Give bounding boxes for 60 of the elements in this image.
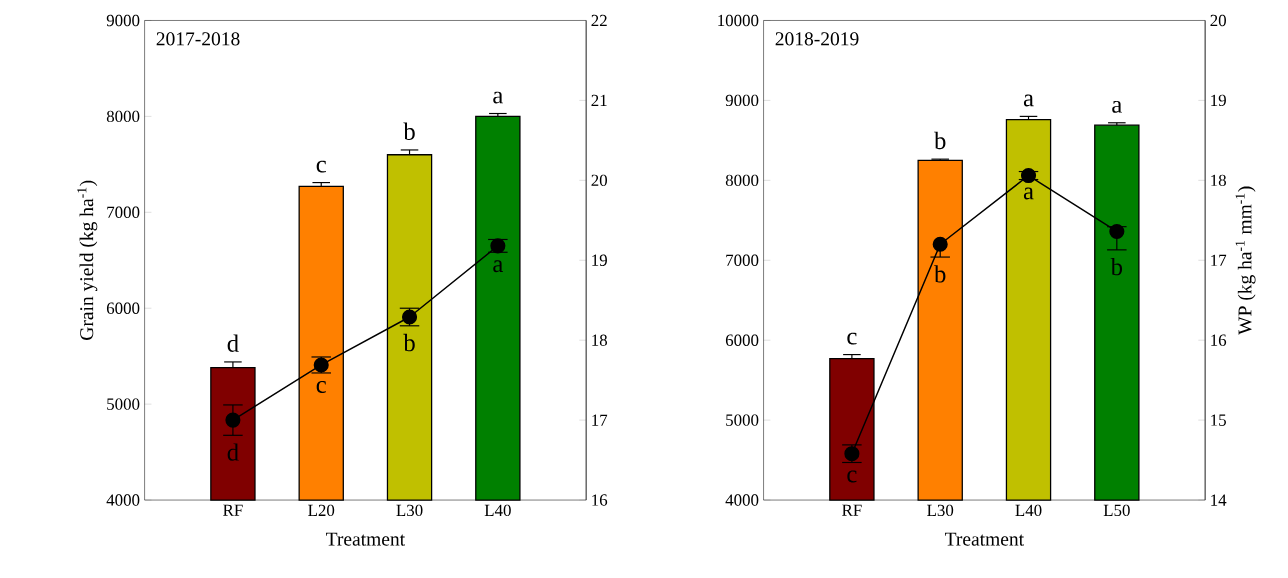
x-axis-title: Treatment [326, 532, 405, 546]
x-tick-label: L20 [308, 504, 335, 517]
x-axis-title: Treatment [945, 532, 1024, 546]
annotation: b [934, 265, 946, 283]
annotation: a [493, 91, 503, 104]
annotation: b [403, 122, 415, 140]
annotation: d [227, 443, 239, 461]
y-tick-label: 5000 [107, 398, 140, 410]
annotation: b [1110, 257, 1123, 276]
chart-title: 2017-2018 [156, 32, 240, 46]
annotation: c [316, 381, 326, 393]
y-tick-label: 6000 [106, 302, 140, 314]
y-tick-label: 5000 [726, 414, 759, 426]
y2-axis-title: WP (kg ha$^{-1}$ mm$^{-1}$) [1235, 186, 1256, 335]
y2-tick-label: 16 [592, 494, 608, 506]
annotation: b [403, 333, 415, 352]
x-tick-label: RF [223, 504, 243, 516]
x-tick-label: L50 [1103, 504, 1130, 517]
y-tick-label: 10000 [718, 14, 759, 27]
annotation: c [847, 470, 857, 483]
y2-tick-label: 17 [592, 414, 608, 426]
y-tick-label: 6000 [725, 334, 759, 346]
y2-tick-label: 18 [592, 334, 608, 346]
x-tick-label: L40 [1015, 504, 1042, 517]
y-tick-label: 8000 [106, 110, 140, 123]
x-tick-label: L40 [484, 504, 511, 517]
y2-tick-label: 20 [591, 174, 608, 187]
annotation: b [934, 131, 946, 150]
y2-tick-label: 22 [591, 14, 607, 27]
x-tick-label: RF [842, 504, 862, 516]
x-tick-label: L30 [396, 504, 423, 517]
y-tick-label: 9000 [725, 94, 759, 107]
y2-tick-label: 20 [1210, 14, 1226, 27]
y-tick-label: 9000 [106, 14, 140, 27]
annotation: a [1023, 94, 1034, 107]
point [932, 236, 948, 252]
annotation: a [1112, 100, 1122, 113]
y-tick-label: 8000 [725, 174, 759, 187]
y-axis-title: Grain yield (kg ha$^{-1}$) [77, 180, 98, 340]
y2-tick-label: 14 [1211, 494, 1227, 506]
annotation: c [847, 332, 857, 345]
annotation: a [1023, 187, 1034, 200]
y-tick-label: 4000 [106, 494, 140, 506]
point [225, 412, 241, 428]
annotation: c [316, 160, 326, 173]
y2-tick-label: 17 [1211, 254, 1227, 266]
y-tick-label: 7000 [726, 254, 759, 266]
chart-title: 2018-2019 [775, 32, 859, 46]
point [1109, 223, 1125, 240]
y-tick-label: 7000 [107, 206, 140, 218]
annotation: a [493, 260, 503, 273]
y2-tick-label: 15 [1211, 414, 1226, 426]
x-tick-label: L30 [927, 504, 954, 517]
y2-tick-label: 19 [1211, 94, 1226, 107]
y2-tick-label: 18 [1211, 174, 1226, 187]
y-tick-label: 4000 [725, 494, 759, 506]
y2-tick-label: 16 [1211, 334, 1227, 346]
annotation: d [227, 334, 239, 352]
y2-tick-label: 19 [592, 254, 607, 266]
y2-tick-label: 21 [591, 94, 607, 106]
